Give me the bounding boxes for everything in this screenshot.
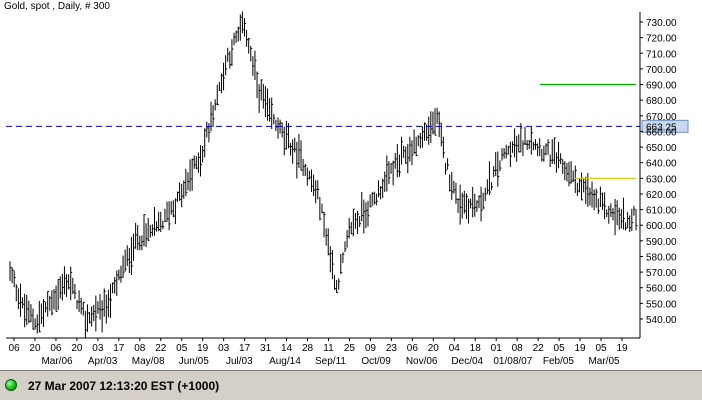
- x-day-label: 11: [323, 343, 334, 354]
- y-tick-label: 720.00: [646, 34, 677, 45]
- x-day-label: 06: [50, 343, 62, 354]
- x-month-label: May/08: [132, 356, 165, 367]
- chart-title: Gold, spot , Daily, # 300: [4, 1, 110, 12]
- y-tick-label: 560.00: [646, 284, 677, 295]
- y-tick-label: 630.00: [646, 174, 677, 185]
- status-bar: 27 Mar 2007 12:13:20 EST (+1000): [0, 370, 702, 400]
- x-month-label: Apr/03: [88, 356, 118, 367]
- chart-svg: 663.25 540.00 550.00 560.00 570.00 580.00 590…: [6, 11, 689, 367]
- x-day-label: 19: [575, 343, 587, 354]
- y-tick-label: 640.00: [646, 159, 677, 170]
- x-month-label: Nov/06: [406, 356, 438, 367]
- x-day-label: 25: [344, 343, 356, 354]
- x-day-label: 20: [71, 343, 83, 354]
- x-day-label: 14: [281, 343, 293, 354]
- x-day-label: 22: [155, 343, 167, 354]
- y-tick-label: 730.00: [646, 18, 677, 29]
- y-tick-label: 620.00: [646, 190, 677, 201]
- x-day-label: 31: [260, 343, 272, 354]
- y-tick-label: 610.00: [646, 206, 677, 217]
- x-day-label: 05: [595, 343, 607, 354]
- y-tick-label: 710.00: [646, 49, 677, 60]
- status-timestamp: 27 Mar 2007 12:13:20 EST (+1000): [28, 379, 220, 393]
- x-month-label: Dec/04: [451, 356, 483, 367]
- y-tick-label: 590.00: [646, 237, 677, 248]
- price-bars: [9, 11, 638, 338]
- x-day-label: 22: [533, 343, 545, 354]
- x-day-label: 18: [470, 343, 482, 354]
- chart-frame: 663.25 540.00 550.00 560.00 570.00 580.00 590…: [4, 1, 689, 367]
- y-tick-label: 680.00: [646, 96, 677, 107]
- y-tick-label: 650.00: [646, 143, 677, 154]
- x-month-label: 01/08/07: [493, 356, 532, 367]
- x-day-label: 19: [616, 343, 628, 354]
- x-month-label: Jun/05: [179, 356, 209, 367]
- x-day-label: 17: [239, 343, 251, 354]
- x-day-label: 05: [176, 343, 188, 354]
- y-tick-label: 550.00: [646, 299, 677, 310]
- y-tick-label: 600.00: [646, 221, 677, 232]
- x-day-label: 20: [428, 343, 440, 354]
- x-day-label: 06: [8, 343, 20, 354]
- x-month-label: Mar/05: [588, 356, 620, 367]
- x-month-label: Feb/05: [543, 356, 575, 367]
- x-month-label: Aug/14: [269, 356, 301, 367]
- y-tick-label: 570.00: [646, 268, 677, 279]
- x-day-label: 20: [29, 343, 41, 354]
- x-day-label: 04: [449, 343, 461, 354]
- x-month-label: Sep/11: [315, 356, 346, 367]
- x-day-label: 17: [113, 343, 125, 354]
- x-day-label: 05: [554, 343, 566, 354]
- x-day-label: 06: [407, 343, 419, 354]
- x-day-label: 08: [512, 343, 524, 354]
- reference-price-badge: [641, 119, 689, 133]
- x-day-label: 03: [218, 343, 230, 354]
- x-month-label: Oct/09: [361, 356, 391, 367]
- y-tick-label: 540.00: [646, 315, 677, 326]
- y-tick-label: 690.00: [646, 81, 677, 92]
- y-tick-label: 670.00: [646, 112, 677, 123]
- x-day-label: 08: [134, 343, 146, 354]
- x-day-label: 01: [491, 343, 503, 354]
- x-month-label: Mar/06: [41, 356, 73, 367]
- reference-price-label: 663.25: [646, 122, 677, 133]
- x-day-label: 09: [365, 343, 377, 354]
- y-tick-label: 700.00: [646, 65, 677, 76]
- green-status-icon: [5, 379, 17, 391]
- x-day-label: 23: [386, 343, 398, 354]
- x-day-label: 19: [197, 343, 209, 354]
- chart-axes: 540.00 550.00 560.00 570.00 580.00 590.00 600.…: [6, 12, 677, 367]
- x-day-label: 03: [92, 343, 104, 354]
- y-tick-label: 580.00: [646, 252, 677, 263]
- x-day-label: 28: [302, 343, 314, 354]
- chart-overlays: 663.25: [6, 83, 689, 179]
- y-tick-label: 660.00: [646, 127, 677, 138]
- x-month-label: Jul/03: [226, 356, 253, 367]
